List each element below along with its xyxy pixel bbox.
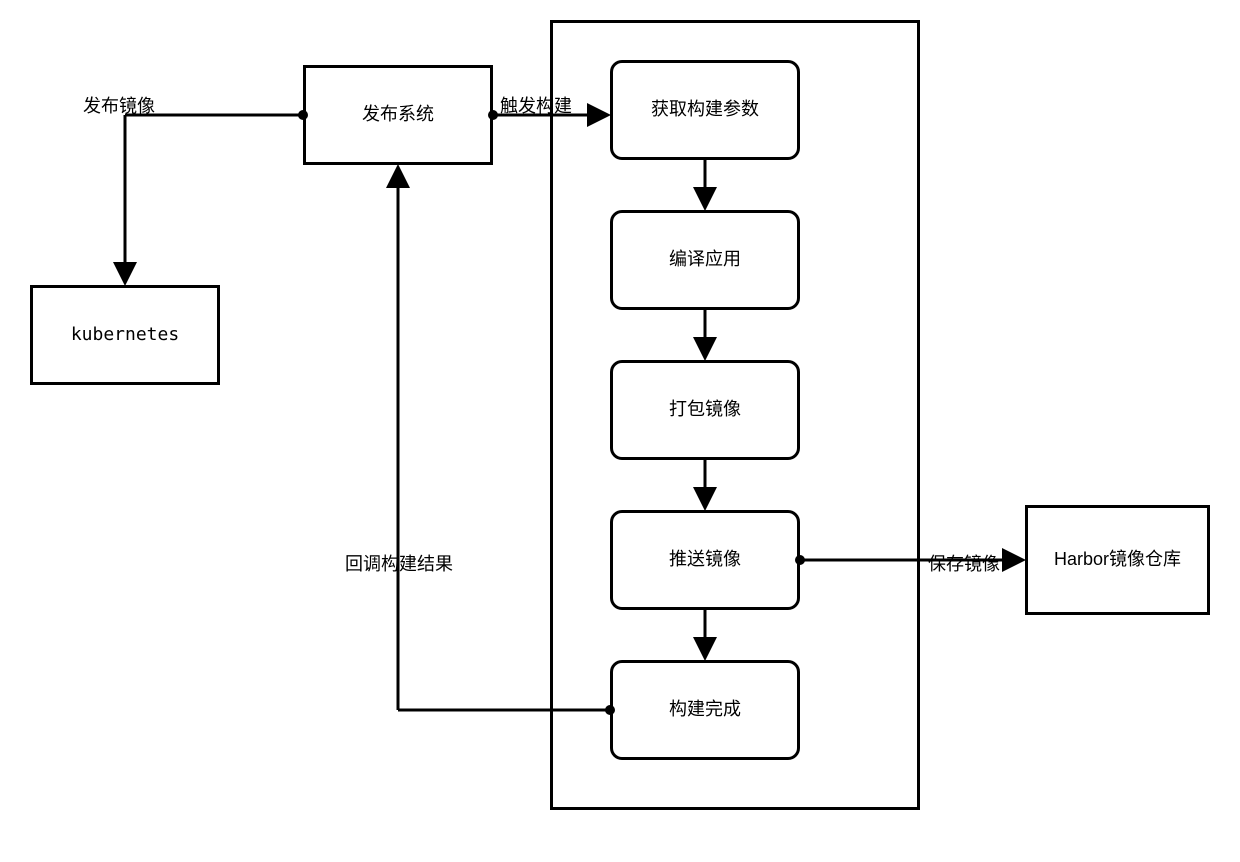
node-publish-system: 发布系统 (303, 65, 493, 165)
node-package-image: 打包镜像 (610, 360, 800, 460)
node-kubernetes: kubernetes (30, 285, 220, 385)
node-label: 推送镜像 (669, 548, 741, 571)
node-label: 获取构建参数 (651, 98, 759, 121)
node-get-params: 获取构建参数 (610, 60, 800, 160)
node-label: 发布系统 (362, 103, 434, 126)
node-label: 构建完成 (669, 698, 741, 721)
edge-label-callback-result: 回调构建结果 (345, 550, 453, 576)
node-label: 打包镜像 (669, 398, 741, 421)
node-label: 编译应用 (669, 248, 741, 271)
node-label: Harbor镜像仓库 (1054, 548, 1181, 571)
edge-label-publish-image: 发布镜像 (83, 92, 155, 118)
node-compile-app: 编译应用 (610, 210, 800, 310)
node-harbor-repo: Harbor镜像仓库 (1025, 505, 1210, 615)
node-build-complete: 构建完成 (610, 660, 800, 760)
node-label: kubernetes (71, 323, 179, 346)
edge-label-trigger-build: 触发构建 (500, 92, 572, 118)
edge-label-save-image: 保存镜像 (928, 550, 1000, 576)
node-push-image: 推送镜像 (610, 510, 800, 610)
